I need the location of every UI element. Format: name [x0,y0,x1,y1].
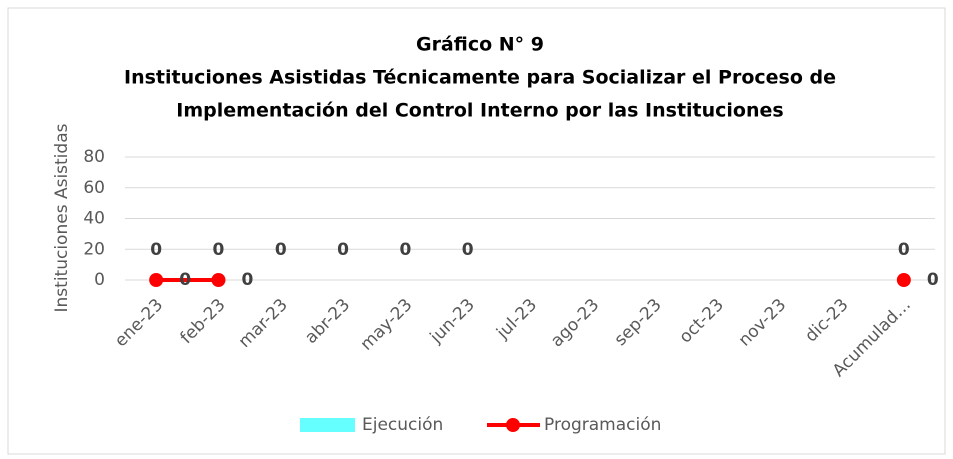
value-label: 0 [337,240,349,260]
y-tick-label: 0 [94,270,105,290]
line-marker [896,273,911,287]
value-label: 0 [213,240,225,260]
y-tick-label: 60 [83,178,105,198]
y-axis-label: Instituciones Asistidas [52,123,72,312]
y-tick-label: 40 [83,209,105,229]
line-marker [149,273,164,287]
legend-label: Ejecución [362,415,443,435]
value-label: 0 [927,270,939,290]
legend-marker [506,418,520,432]
value-label: 0 [150,240,162,260]
value-label: 0 [898,240,910,260]
chart-subtitle: Instituciones Asistidas Técnicamente par… [124,67,836,89]
y-tick-label: 20 [83,239,105,259]
value-label: 0 [275,240,287,260]
chart-title: Gráfico N° 9 [416,34,544,56]
value-label: 0 [242,270,254,290]
value-label: 0 [462,240,474,260]
legend-swatch [300,418,355,432]
y-tick-label: 80 [83,147,105,167]
chart-border [7,7,946,455]
line-marker [211,273,226,287]
value-label: 0 [399,240,411,260]
legend-label: Programación [544,415,661,435]
value-label: 0 [179,270,191,290]
chart-subtitle: Implementación del Control Interno por l… [176,100,783,122]
